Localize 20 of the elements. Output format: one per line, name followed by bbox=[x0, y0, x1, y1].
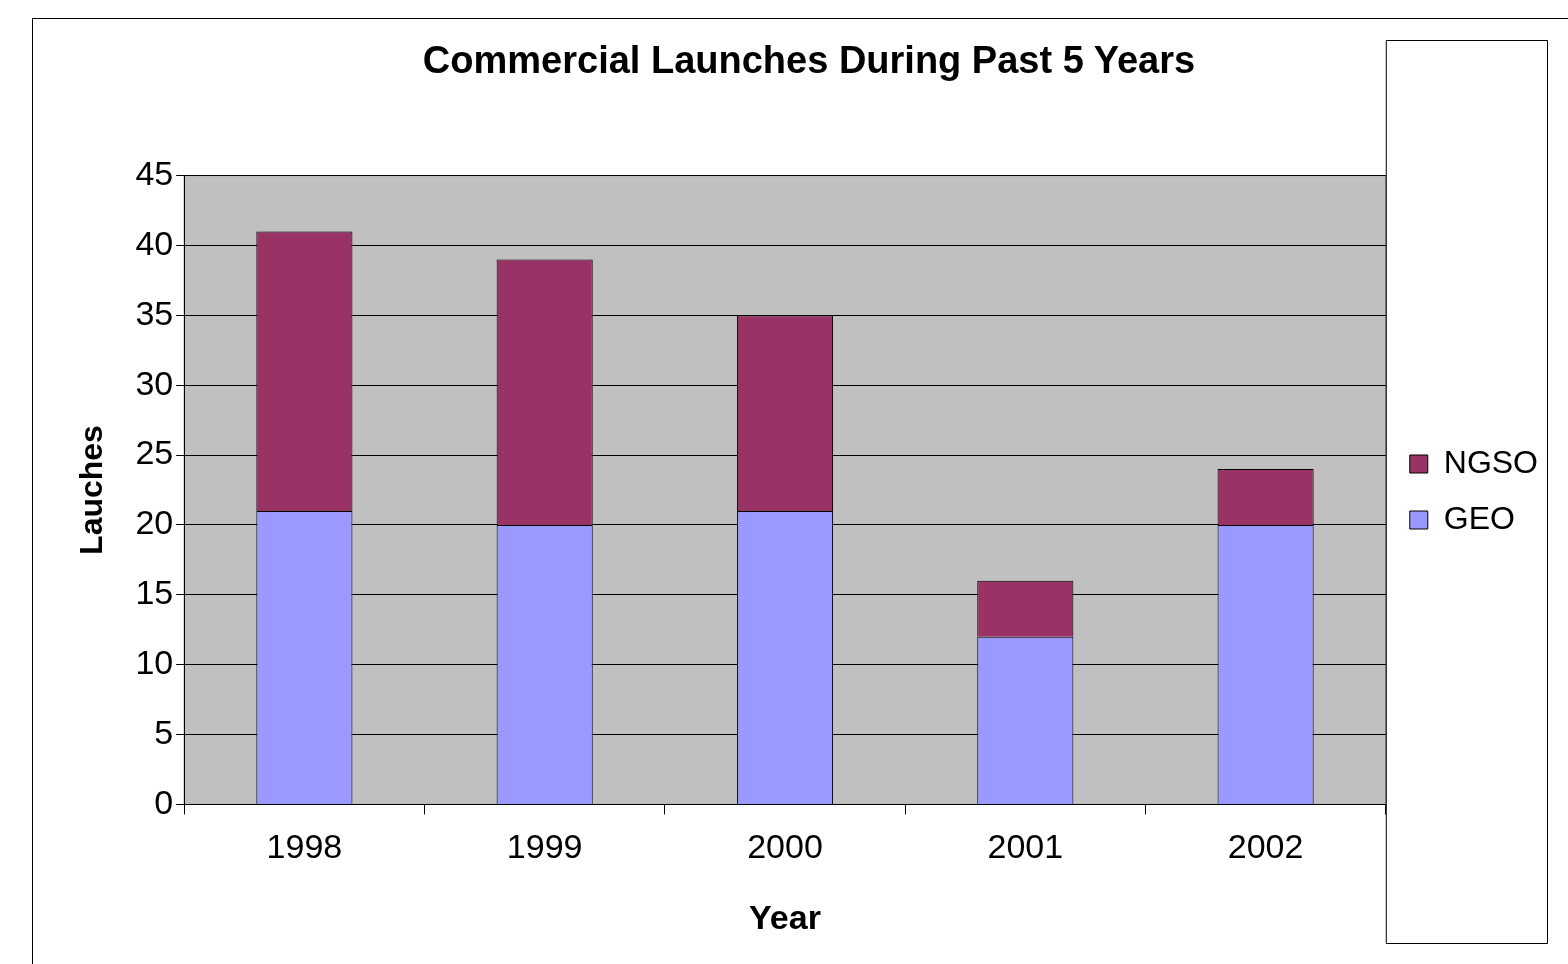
legend-label: GEO bbox=[1443, 499, 1515, 536]
x-tick-label: 1999 bbox=[506, 827, 583, 866]
x-tick-label: 2002 bbox=[1227, 827, 1304, 866]
legend-label: NGSO bbox=[1443, 443, 1538, 480]
y-tick-label: 35 bbox=[135, 293, 174, 332]
y-tick-label: 30 bbox=[135, 363, 174, 402]
y-tick-label: 0 bbox=[154, 782, 174, 821]
x-tick-label: 2001 bbox=[987, 827, 1064, 866]
chart-title: Commercial Launches During Past 5 Years bbox=[422, 39, 1196, 82]
y-tick-label: 15 bbox=[135, 573, 174, 612]
y-tick-label: 10 bbox=[135, 643, 174, 682]
y-tick-label: 5 bbox=[154, 712, 174, 751]
y-axis-title: Lauches bbox=[73, 425, 110, 555]
y-tick-label: 25 bbox=[135, 433, 174, 472]
x-tick-label: 2000 bbox=[747, 827, 823, 866]
x-axis-title: Year bbox=[749, 897, 821, 936]
y-tick-label: 40 bbox=[135, 223, 174, 262]
y-tick-label: 45 bbox=[135, 153, 174, 192]
y-tick-label: 20 bbox=[135, 503, 174, 542]
x-tick-label: 1998 bbox=[266, 827, 343, 866]
